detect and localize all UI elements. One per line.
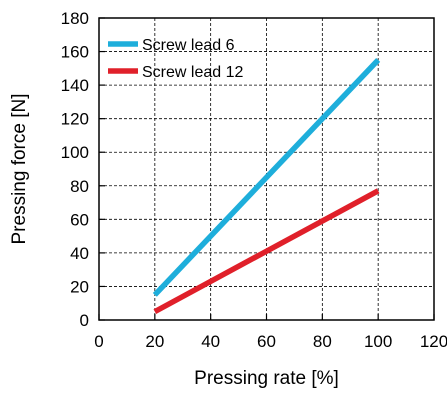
y-tick-label: 0 <box>80 311 89 330</box>
legend-label-2: Screw lead 12 <box>142 64 243 81</box>
y-tick-label: 160 <box>61 43 89 62</box>
y-tick-label: 100 <box>61 143 89 162</box>
y-axis-label: Pressing force [N] <box>9 94 30 245</box>
y-tick-label: 20 <box>70 277 89 296</box>
legend: Screw lead 6 Screw lead 12 <box>108 37 243 81</box>
data-series <box>152 58 381 315</box>
x-tick-label: 60 <box>257 332 276 351</box>
series-line-2 <box>153 188 380 315</box>
x-tick-label: 40 <box>201 332 220 351</box>
legend-label-1: Screw lead 6 <box>142 37 235 54</box>
y-tick-label: 140 <box>61 76 89 95</box>
x-tick-label: 80 <box>313 332 332 351</box>
y-tick-label: 120 <box>61 110 89 129</box>
y-tick-label: 80 <box>70 177 89 196</box>
series-line-1 <box>152 58 381 297</box>
y-tick-label: 40 <box>70 244 89 263</box>
y-tick-label: 60 <box>70 210 89 229</box>
x-tick-label: 0 <box>94 332 103 351</box>
x-axis-label: Pressing rate [%] <box>194 368 339 389</box>
x-tick-label: 20 <box>145 332 164 351</box>
x-tick-label: 120 <box>420 332 447 351</box>
x-tick-label: 100 <box>364 332 392 351</box>
axis-ticks: 0 20 40 60 80 100 120 0 20 40 60 80 100 120 140 160 180 <box>61 9 447 351</box>
y-tick-label: 180 <box>61 9 89 28</box>
